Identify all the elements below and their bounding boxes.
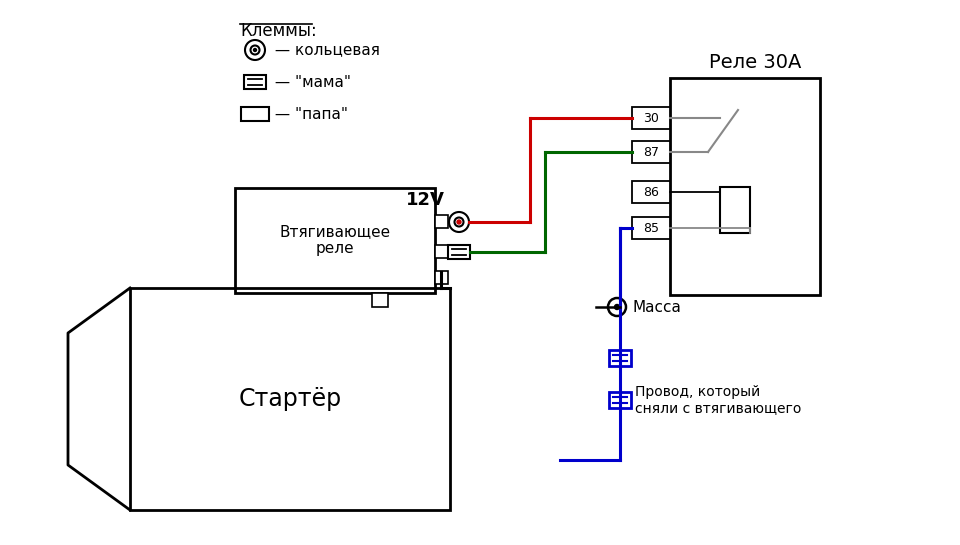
Bar [670, 78, 820, 295]
Text: 12V: 12V [405, 191, 444, 209]
Circle shape [457, 220, 461, 224]
Bar [435, 215, 448, 228]
Bar [720, 187, 750, 233]
Bar [632, 107, 670, 129]
Text: — "папа": — "папа" [270, 106, 348, 122]
Bar [435, 245, 448, 258]
Bar [244, 75, 266, 89]
Text: Клеммы:: Клеммы: [240, 22, 317, 40]
Bar [632, 181, 670, 203]
Text: 30: 30 [643, 112, 659, 124]
Bar [609, 350, 631, 366]
Bar [609, 392, 631, 408]
Text: — кольцевая: — кольцевая [270, 43, 380, 58]
Circle shape [614, 305, 619, 310]
Text: Втягивающее
реле: Втягивающее реле [279, 224, 391, 256]
Bar [372, 293, 388, 307]
Text: — "мама": — "мама" [270, 75, 351, 89]
Circle shape [253, 49, 256, 51]
Bar [130, 288, 450, 510]
Bar [448, 245, 470, 259]
Text: Масса: Масса [632, 300, 681, 314]
Bar [235, 188, 435, 293]
Text: 85: 85 [643, 221, 659, 234]
Text: Провод, который
сняли с втягивающего: Провод, который сняли с втягивающего [635, 385, 802, 415]
Text: Стартёр: Стартёр [238, 387, 342, 411]
Text: 87: 87 [643, 146, 659, 159]
Text: Реле 30А: Реле 30А [708, 52, 802, 71]
Bar [435, 271, 448, 284]
Text: 86: 86 [643, 185, 659, 198]
Bar [632, 217, 670, 239]
Bar [632, 141, 670, 163]
Bar [241, 107, 269, 121]
